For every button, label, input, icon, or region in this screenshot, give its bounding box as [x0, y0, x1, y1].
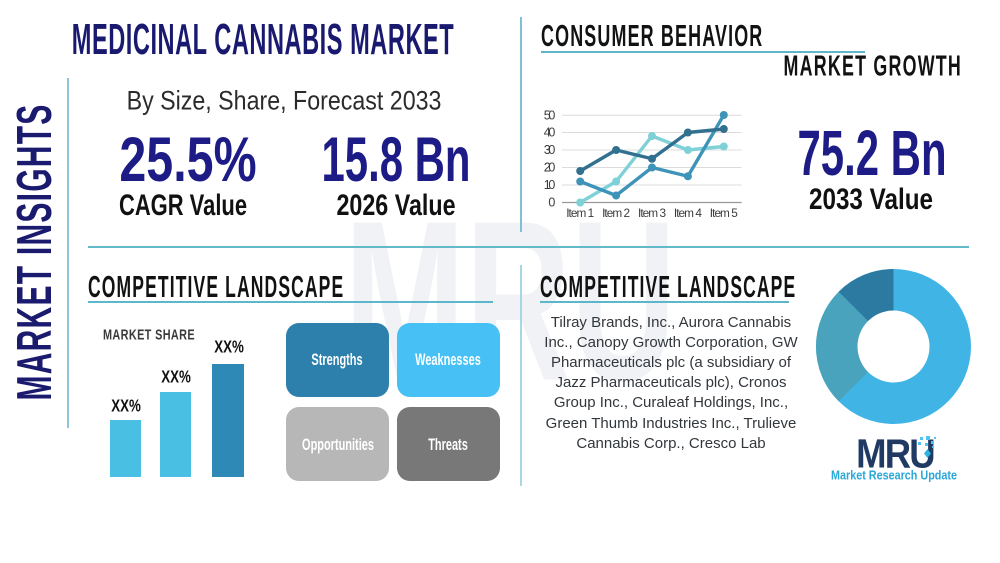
svg-text:Item 1: Item 1 — [566, 206, 594, 220]
svg-text:Item 2: Item 2 — [602, 206, 630, 220]
svg-text:Item 4: Item 4 — [674, 206, 702, 220]
svg-text:Item 5: Item 5 — [710, 206, 738, 220]
svg-text:30: 30 — [544, 143, 556, 157]
svg-text:20: 20 — [544, 161, 556, 175]
svg-text:0: 0 — [548, 196, 555, 210]
svg-text:Item 3: Item 3 — [638, 206, 666, 220]
svg-text:50: 50 — [544, 108, 556, 122]
svg-text:10: 10 — [544, 178, 556, 192]
svg-text:40: 40 — [544, 126, 556, 140]
